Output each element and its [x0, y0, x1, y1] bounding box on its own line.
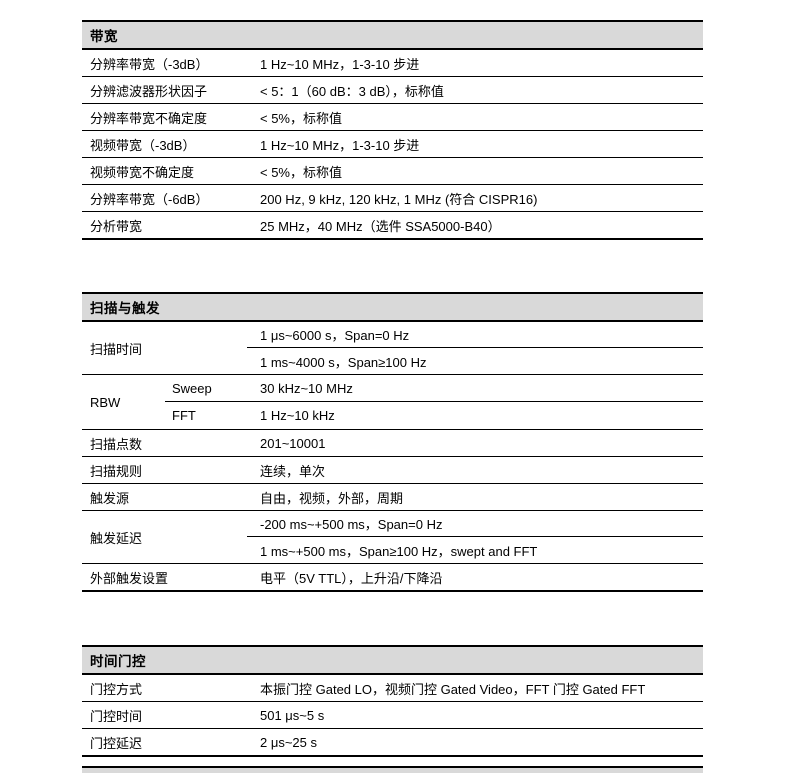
spec-label: 视频带宽不确定度: [90, 164, 195, 180]
spec-value: 501 μs~5 s: [260, 707, 325, 723]
spec-value: 连续，单次: [260, 463, 326, 479]
spec-label: 分辨率带宽（-6dB）: [90, 191, 209, 207]
table-row: 扫描时间 1 μs~6000 s，Span=0 Hz 1 ms~4000 s，S…: [82, 322, 703, 375]
spec-label: RBW: [90, 394, 121, 410]
spec-value: 25 MHz，40 MHz（选件 SSA5000-B40）: [260, 218, 501, 234]
table-row: 分辨率带宽（-6dB） 200 Hz, 9 kHz, 120 kHz, 1 MH…: [82, 185, 703, 212]
spec-value: < 5%，标称值: [260, 164, 342, 180]
spec-value: 1 Hz~10 kHz: [260, 408, 335, 423]
spec-value: 30 kHz~10 MHz: [260, 380, 353, 396]
table-row: 分辨滤波器形状因子 < 5：1（60 dB：3 dB），标称值: [82, 77, 703, 104]
spec-label: 门控时间: [90, 708, 143, 724]
time-gating-table-header: 时间门控: [82, 647, 703, 675]
spec-value: 1 μs~6000 s，Span=0 Hz: [247, 322, 703, 348]
time-gating-table: 时间门控 门控方式 本振门控 Gated LO，视频门控 Gated Video…: [82, 645, 703, 757]
table-row: 分析带宽 25 MHz，40 MHz（选件 SSA5000-B40）: [82, 212, 703, 238]
table-row: 视频带宽不确定度 < 5%，标称值: [82, 158, 703, 185]
spec-label: 触发源: [90, 490, 130, 506]
spec-label: 触发延迟: [90, 530, 143, 546]
table-row: 门控延迟 2 μs~25 s: [82, 729, 703, 755]
spec-value: 本振门控 Gated LO，视频门控 Gated Video，FFT 门控 Ga…: [260, 681, 646, 697]
table-row: 触发延迟 -200 ms~+500 ms，Span=0 Hz 1 ms~+500…: [82, 511, 703, 564]
spec-label: 分辨率带宽（-3dB）: [90, 56, 209, 72]
sweep-trigger-table: 扫描与触发 扫描时间 1 μs~6000 s，Span=0 Hz 1 ms~40…: [82, 292, 703, 592]
table-row: 视频带宽（-3dB） 1 Hz~10 MHz，1-3-10 步进: [82, 131, 703, 158]
spec-label: 外部触发设置: [90, 570, 169, 586]
section-title: 时间门控: [90, 654, 146, 669]
bandwidth-table-header: 带宽: [82, 22, 703, 50]
bandwidth-table: 带宽 分辨率带宽（-3dB） 1 Hz~10 MHz，1-3-10 步进 分辨滤…: [82, 20, 703, 240]
spec-label: 扫描点数: [90, 436, 143, 452]
spec-label: 扫描规则: [90, 463, 143, 479]
table-row: 触发源 自由，视频，外部，周期: [82, 484, 703, 511]
spec-value: 1 Hz~10 MHz，1-3-10 步进: [260, 56, 420, 72]
spec-sublabel: FFT: [172, 408, 196, 423]
table-subrow: Sweep 30 kHz~10 MHz: [165, 375, 703, 402]
value-stack: 1 μs~6000 s，Span=0 Hz 1 ms~4000 s，Span≥1…: [247, 322, 703, 374]
subrow-stack: Sweep 30 kHz~10 MHz FFT 1 Hz~10 kHz: [165, 375, 703, 429]
spec-value: 1 Hz~10 MHz，1-3-10 步进: [260, 137, 420, 153]
table-row: 扫描点数 201~10001: [82, 430, 703, 457]
spec-value: 1 ms~+500 ms，Span≥100 Hz，swept and FFT: [260, 543, 538, 559]
spec-value: 电平（5V TTL），上升沿/下降沿: [260, 570, 443, 586]
section-title: 扫描与触发: [90, 301, 160, 316]
spec-label: 分析带宽: [90, 218, 143, 234]
table-row: 门控方式 本振门控 Gated LO，视频门控 Gated Video，FFT …: [82, 675, 703, 702]
table-row: 外部触发设置 电平（5V TTL），上升沿/下降沿: [82, 564, 703, 590]
spec-label: 分辨滤波器形状因子: [90, 83, 208, 99]
table-row: 分辨率带宽（-3dB） 1 Hz~10 MHz，1-3-10 步进: [82, 50, 703, 77]
spec-value: -200 ms~+500 ms，Span=0 Hz: [247, 511, 703, 537]
spec-value: < 5%，标称值: [260, 110, 342, 126]
section-title: 带宽: [90, 29, 118, 44]
spec-value: 自由，视频，外部，周期: [260, 490, 404, 506]
value-stack: -200 ms~+500 ms，Span=0 Hz 1 ms~+500 ms，S…: [247, 511, 703, 563]
spec-label: 门控延迟: [90, 735, 143, 751]
spec-label: 扫描时间: [90, 341, 143, 357]
spec-label: 门控方式: [90, 681, 143, 697]
table-row: RBW Sweep 30 kHz~10 MHz FFT 1 Hz~10 kHz: [82, 375, 703, 430]
spec-value: 201~10001: [260, 435, 326, 451]
sweep-trigger-table-header: 扫描与触发: [82, 294, 703, 322]
table-row: 门控时间 501 μs~5 s: [82, 702, 703, 729]
spec-value: 1 ms~4000 s，Span≥100 Hz: [260, 354, 427, 370]
table-subrow: FFT 1 Hz~10 kHz: [165, 402, 703, 429]
table-row: 扫描规则 连续，单次: [82, 457, 703, 484]
spec-value: 200 Hz, 9 kHz, 120 kHz, 1 MHz (符合 CISPR1…: [260, 191, 538, 207]
next-table-header-cutoff: [82, 766, 703, 773]
spec-sublabel: Sweep: [172, 380, 212, 396]
spec-value: 2 μs~25 s: [260, 734, 317, 750]
spec-label: 分辨率带宽不确定度: [90, 110, 208, 126]
table-row: 分辨率带宽不确定度 < 5%，标称值: [82, 104, 703, 131]
spec-value: < 5：1（60 dB：3 dB），标称值: [260, 83, 444, 99]
spec-label: 视频带宽（-3dB）: [90, 137, 196, 153]
